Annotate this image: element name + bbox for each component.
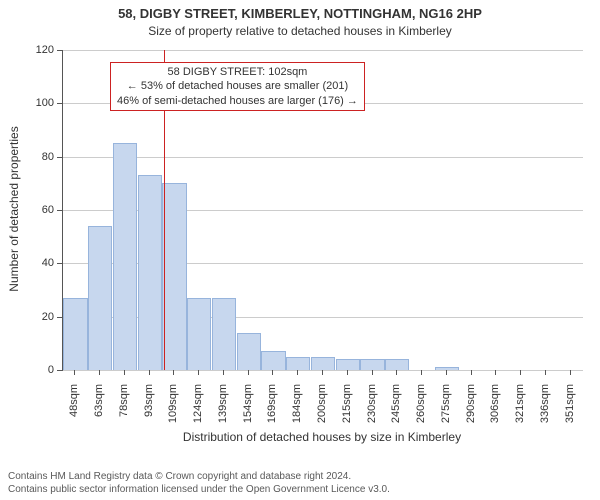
x-tick-label: 336sqm <box>539 384 551 444</box>
footer-line2: Contains public sector information licen… <box>8 484 390 497</box>
gridline <box>63 157 583 158</box>
annotation-line: 58 DIGBY STREET: 102sqm <box>117 65 358 79</box>
x-tick-mark <box>520 370 521 375</box>
x-tick-label: 351sqm <box>564 384 576 444</box>
bar <box>88 226 112 370</box>
x-tick-label: 290sqm <box>465 384 477 444</box>
bar <box>237 333 261 370</box>
x-tick-mark <box>570 370 571 375</box>
gridline <box>63 50 583 51</box>
y-tick-mark <box>57 210 62 211</box>
x-tick-mark <box>99 370 100 375</box>
x-tick-mark <box>272 370 273 375</box>
x-tick-label: 169sqm <box>266 384 278 444</box>
bar <box>435 367 459 370</box>
x-tick-label: 78sqm <box>118 384 130 444</box>
y-tick-mark <box>57 317 62 318</box>
x-tick-label: 109sqm <box>167 384 179 444</box>
chart-title-line2: Size of property relative to detached ho… <box>0 24 600 38</box>
x-tick-label: 184sqm <box>291 384 303 444</box>
bar <box>385 359 409 370</box>
bar <box>360 359 384 370</box>
x-tick-label: 321sqm <box>514 384 526 444</box>
x-tick-label: 63sqm <box>93 384 105 444</box>
gridline <box>63 370 583 371</box>
x-tick-mark <box>198 370 199 375</box>
x-tick-mark <box>396 370 397 375</box>
bar <box>63 298 87 370</box>
bar <box>113 143 137 370</box>
annotation-box: 58 DIGBY STREET: 102sqm← 53% of detached… <box>110 62 365 111</box>
x-tick-label: 260sqm <box>415 384 427 444</box>
x-tick-label: 230sqm <box>366 384 378 444</box>
chart-title-line1: 58, DIGBY STREET, KIMBERLEY, NOTTINGHAM,… <box>0 6 600 21</box>
y-tick-label: 100 <box>24 97 54 109</box>
x-tick-mark <box>471 370 472 375</box>
bar <box>311 357 335 370</box>
y-axis-label: Number of detached properties <box>7 49 21 369</box>
bar <box>286 357 310 370</box>
x-tick-mark <box>545 370 546 375</box>
x-tick-label: 93sqm <box>143 384 155 444</box>
y-tick-mark <box>57 263 62 264</box>
x-tick-label: 139sqm <box>217 384 229 444</box>
x-tick-mark <box>446 370 447 375</box>
x-tick-label: 154sqm <box>242 384 254 444</box>
x-tick-label: 245sqm <box>390 384 402 444</box>
bar <box>336 359 360 370</box>
y-tick-label: 80 <box>24 151 54 163</box>
x-tick-label: 48sqm <box>68 384 80 444</box>
y-tick-label: 0 <box>24 364 54 376</box>
x-tick-mark <box>372 370 373 375</box>
x-tick-label: 215sqm <box>341 384 353 444</box>
x-tick-mark <box>149 370 150 375</box>
x-tick-label: 306sqm <box>489 384 501 444</box>
annotation-line: 46% of semi-detached houses are larger (… <box>117 94 358 108</box>
x-tick-label: 275sqm <box>440 384 452 444</box>
chart-container: { "title_line1": "58, DIGBY STREET, KIMB… <box>0 0 600 500</box>
footer-line1: Contains HM Land Registry data © Crown c… <box>8 471 390 484</box>
x-tick-mark <box>248 370 249 375</box>
x-tick-mark <box>322 370 323 375</box>
annotation-line: ← 53% of detached houses are smaller (20… <box>117 79 358 93</box>
bar <box>212 298 236 370</box>
footer-attribution: Contains HM Land Registry data © Crown c… <box>8 471 390 496</box>
x-tick-mark <box>297 370 298 375</box>
y-tick-mark <box>57 370 62 371</box>
x-tick-label: 124sqm <box>192 384 204 444</box>
x-tick-mark <box>495 370 496 375</box>
bar <box>261 351 285 370</box>
y-tick-mark <box>57 157 62 158</box>
bar <box>162 183 186 370</box>
x-tick-label: 200sqm <box>316 384 328 444</box>
bar <box>187 298 211 370</box>
x-tick-mark <box>421 370 422 375</box>
x-tick-mark <box>74 370 75 375</box>
y-tick-label: 20 <box>24 311 54 323</box>
y-tick-label: 40 <box>24 257 54 269</box>
y-tick-label: 120 <box>24 44 54 56</box>
bar <box>138 175 162 370</box>
x-tick-mark <box>223 370 224 375</box>
x-tick-mark <box>347 370 348 375</box>
x-tick-mark <box>124 370 125 375</box>
y-tick-label: 60 <box>24 204 54 216</box>
y-tick-mark <box>57 50 62 51</box>
x-tick-mark <box>173 370 174 375</box>
y-tick-mark <box>57 103 62 104</box>
